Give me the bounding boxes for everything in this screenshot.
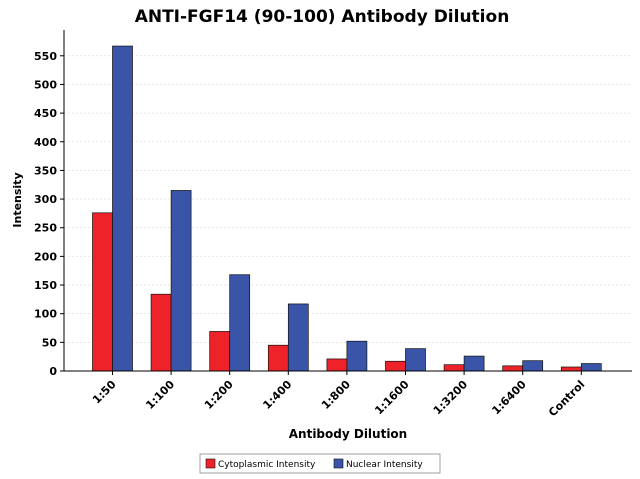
y-tick-label: 300 (34, 193, 57, 206)
legend-box (199, 453, 441, 474)
bar-cytoplasmic (502, 365, 524, 372)
bar-nuclear (229, 274, 251, 372)
bar-cytoplasmic (385, 360, 406, 372)
y-ticks: 0 50 100 150 200 250 300 350 400 450 500 550 (34, 50, 64, 378)
x-tick-label: 1:400 (260, 378, 294, 412)
y-tick-label: 400 (34, 136, 57, 149)
legend-swatch (333, 458, 344, 469)
y-tick-label: 500 (34, 78, 57, 91)
bar-cytoplasmic (560, 366, 582, 372)
y-tick-label: 450 (34, 107, 57, 120)
bars (92, 45, 602, 372)
x-tick-label: 1:200 (202, 378, 236, 412)
legend-swatch (205, 458, 216, 469)
y-tick-label: 550 (34, 50, 57, 63)
y-tick-label: 200 (34, 250, 57, 263)
x-tick-label: Control (546, 378, 587, 419)
y-tick-label: 50 (42, 336, 58, 349)
bar-nuclear (580, 363, 602, 372)
bar-cytoplasmic (326, 358, 348, 372)
bar-nuclear (346, 340, 368, 372)
y-tick-label: 250 (34, 222, 57, 235)
axes (63, 30, 632, 372)
x-tick-label: 1:800 (319, 378, 353, 412)
bar-cytoplasmic (150, 293, 172, 372)
legend-label: Cytoplasmic Intensity (218, 460, 316, 470)
x-ticks: 1:50 1:100 1:200 1:400 1:800 1:1600 1:3200 1:64… (90, 371, 587, 419)
grid-lines (64, 55, 632, 343)
bar-cytoplasmic (209, 331, 231, 372)
y-tick-label: 0 (49, 365, 57, 378)
chart-title: ANTI-FGF14 (90-100) Antibody Dilution (135, 7, 510, 27)
y-tick-label: 150 (34, 279, 57, 292)
x-tick-label: 1:50 (90, 378, 119, 407)
bar-cytoplasmic (267, 344, 289, 372)
bar-nuclear (405, 348, 426, 372)
legend: Cytoplasmic Intensity Nuclear Intensity (199, 453, 441, 474)
bar-cytoplasmic (443, 364, 465, 372)
y-tick-label: 350 (34, 164, 57, 177)
x-tick-label: 1:6400 (489, 378, 529, 418)
bar-nuclear (287, 303, 309, 372)
x-axis-label: Antibody Dilution (289, 427, 407, 441)
y-axis-label: Intensity (11, 172, 24, 227)
bar-nuclear (112, 45, 133, 372)
legend-label: Nuclear Intensity (346, 460, 423, 470)
x-tick-label: 1:1600 (372, 378, 412, 418)
bar-nuclear (463, 355, 485, 372)
x-tick-label: 1:100 (143, 378, 177, 412)
bar-cytoplasmic (92, 212, 113, 372)
x-tick-label: 1:3200 (431, 378, 471, 418)
y-tick-label: 100 (34, 308, 57, 321)
bar-nuclear (170, 190, 192, 372)
bar-nuclear (522, 360, 544, 372)
